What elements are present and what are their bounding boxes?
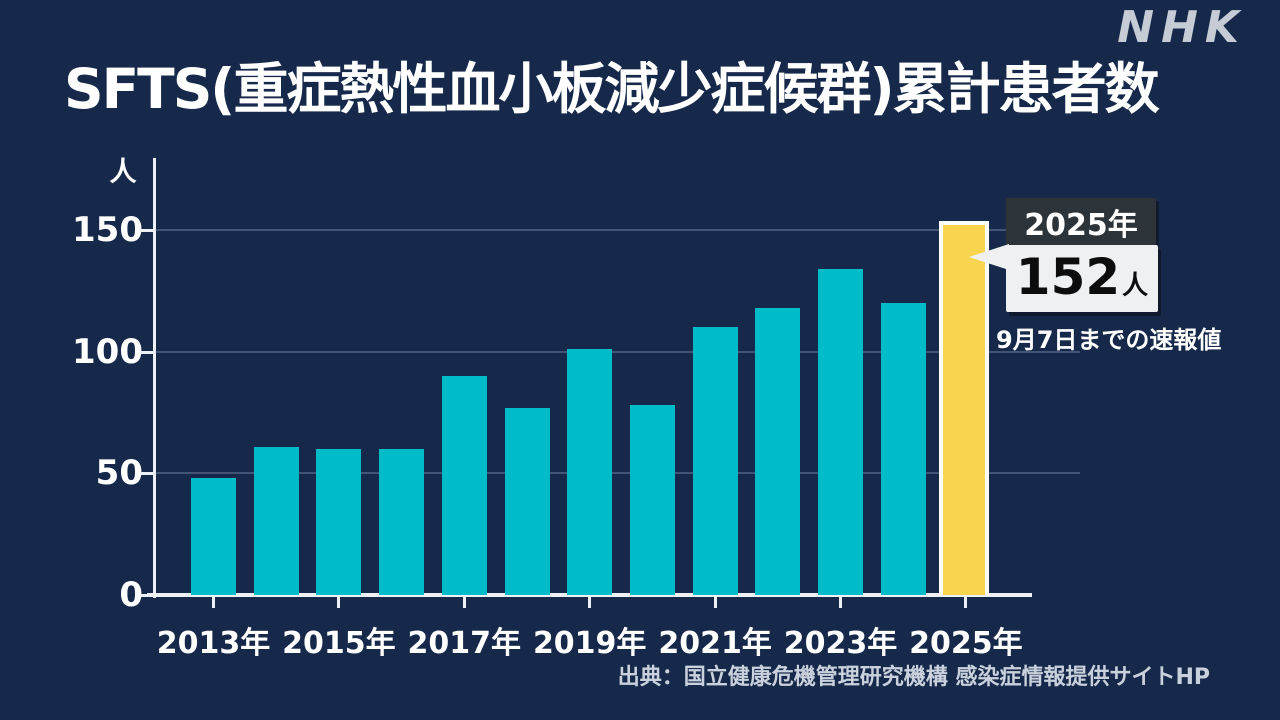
x-tick-2021年: [713, 597, 717, 608]
x-tick-label-2013年: 2013年: [156, 626, 271, 661]
x-tick-2017年: [462, 597, 466, 608]
callout-arrow-icon: [969, 244, 1009, 270]
callout-value-number: 152: [1015, 248, 1121, 306]
bar-2022年: [755, 308, 801, 595]
bar-2024年: [880, 303, 926, 595]
gridline-50: [155, 472, 1080, 475]
source-credit: 出典：国立健康危機管理研究機構 感染症情報提供サイトHP: [617, 665, 1210, 690]
x-tick-label-2017年: 2017年: [407, 626, 522, 661]
gridline-100: [155, 350, 1080, 353]
y-tick-label-100: 100: [72, 332, 143, 372]
x-tick-2015年: [337, 597, 341, 608]
bar-2016年: [379, 449, 425, 595]
x-tick-label-2021年: 2021年: [658, 626, 772, 661]
gridline-150: [155, 229, 1080, 231]
y-tick-label-50: 50: [95, 453, 143, 493]
x-tick-2019年: [588, 597, 592, 608]
bar-2014年: [253, 447, 299, 595]
x-tick-2025年: [964, 597, 968, 608]
y-tick-150: [140, 229, 153, 232]
callout-year-box: 2025年: [1006, 198, 1156, 245]
y-tick-100: [140, 350, 153, 354]
nhk-logo: NHK: [1117, 2, 1246, 53]
y-tick-0: [140, 594, 153, 597]
x-tick-label-2015年: 2015年: [282, 626, 396, 661]
y-axis-line: [153, 158, 156, 598]
x-tick-label-2019年: 2019年: [532, 626, 647, 661]
y-tick-50: [140, 472, 153, 476]
callout-value-unit: 人: [1122, 271, 1149, 301]
bar-2013年: [191, 478, 236, 595]
bar-2020年: [629, 405, 675, 595]
y-tick-label-150: 150: [72, 210, 143, 250]
x-axis-line: [147, 593, 1032, 597]
bar-2025年: [939, 221, 990, 595]
y-tick-label-0: 0: [119, 575, 143, 615]
bar-2018年: [504, 408, 550, 595]
bar-2015年: [316, 449, 362, 595]
bar-2023年: [818, 269, 863, 595]
x-tick-label-2023年: 2023年: [783, 626, 898, 661]
bar-2019年: [567, 349, 613, 595]
bar-2017年: [441, 376, 487, 595]
x-tick-label-2025年: 2025年: [909, 626, 1023, 661]
x-tick-2013年: [212, 597, 215, 608]
page-title: SFTS(重症熱性血小板減少症候群)累計患者数: [64, 57, 1160, 121]
y-axis-unit-label: 人: [109, 157, 137, 188]
callout-note: 9月7日までの速報値: [996, 326, 1222, 354]
bar-2021年: [692, 327, 738, 595]
x-tick-2023年: [839, 597, 842, 608]
callout-value-box: 152 人: [1006, 245, 1158, 312]
